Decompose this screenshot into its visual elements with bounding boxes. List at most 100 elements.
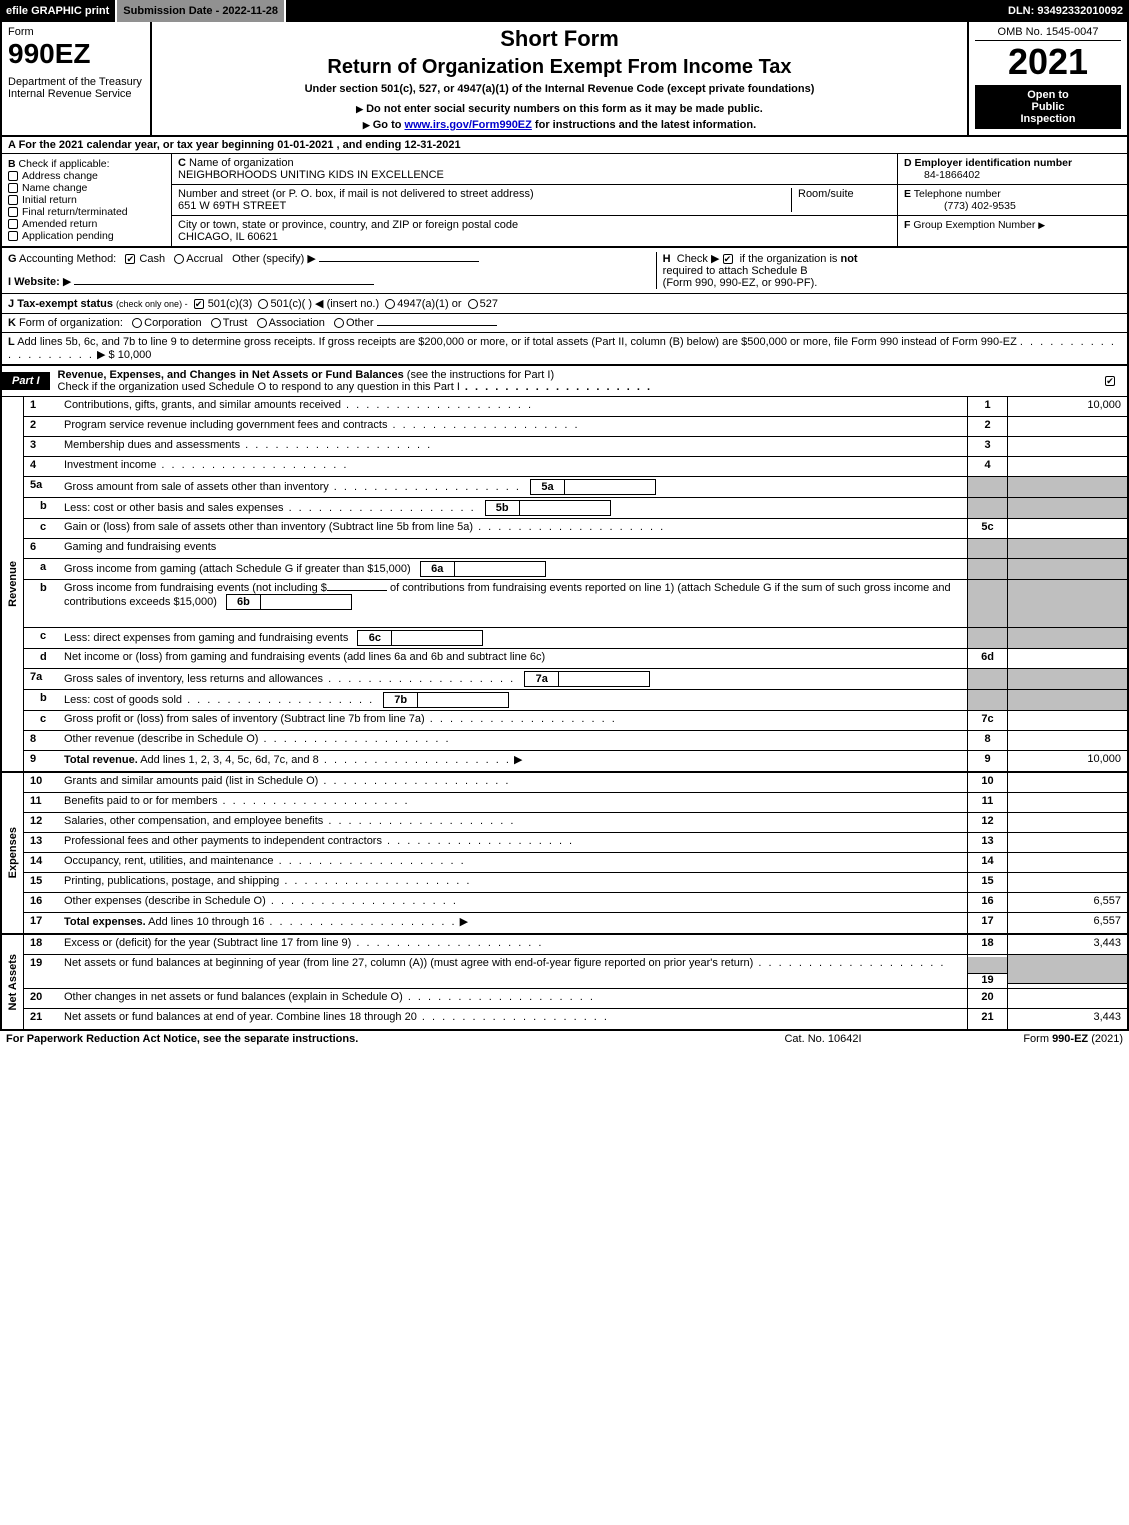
l7b-ibval (418, 693, 508, 707)
l19-val (1008, 983, 1127, 988)
l6b-num: b (24, 580, 64, 627)
l8-val (1007, 731, 1127, 750)
l17-desc-b: Total expenses. (64, 916, 146, 928)
l7a-ib: 7a (525, 672, 559, 686)
l17-desc: Add lines 10 through 16 (146, 916, 265, 928)
application-pending-checkbox[interactable] (8, 231, 18, 241)
l21-num: 21 (24, 1009, 64, 1029)
l4-col: 4 (967, 457, 1007, 476)
j-note: (check only one) - (116, 299, 188, 309)
g-text: Accounting Method: (19, 253, 116, 265)
l16-desc: Other expenses (describe in Schedule O) (64, 895, 266, 907)
footer-right: Form 990-EZ (2021) (923, 1033, 1123, 1045)
501c-radio[interactable] (258, 299, 268, 309)
l6b-ibval (261, 595, 351, 609)
h-text3: (Form 990, 990-EZ, or 990-PF). (663, 277, 818, 289)
corp-radio[interactable] (132, 318, 142, 328)
l6c-col (967, 628, 1007, 648)
section-bcdef: B Check if applicable: Address change Na… (0, 153, 1129, 248)
j-opt4: 527 (480, 298, 498, 310)
website-field[interactable] (74, 284, 374, 285)
other-specify-field[interactable] (319, 261, 479, 262)
l5a-ib: 5a (531, 480, 565, 494)
dept-irs: Internal Revenue Service (8, 88, 144, 100)
irs-link[interactable]: www.irs.gov/Form990EZ (405, 119, 532, 131)
l5a-val (1007, 477, 1127, 497)
l5a-desc: Gross amount from sale of assets other t… (64, 481, 329, 493)
h-post: if the organization is (740, 253, 841, 265)
initial-return-checkbox[interactable] (8, 195, 18, 205)
form-header: Form 990EZ Department of the Treasury In… (0, 22, 1129, 137)
l6c-val (1007, 628, 1127, 648)
room-label: Room/suite (798, 188, 854, 200)
cash-checkbox[interactable] (125, 254, 135, 264)
l3-desc: Membership dues and assessments (64, 439, 240, 451)
open-line3: Inspection (979, 113, 1117, 125)
l5c-num: c (24, 519, 64, 538)
527-radio[interactable] (468, 299, 478, 309)
l15-num: 15 (24, 873, 64, 892)
l11-desc: Benefits paid to or for members (64, 795, 217, 807)
l6a-val (1007, 559, 1127, 579)
amended-return-checkbox[interactable] (8, 219, 18, 229)
l6-desc: Gaming and fundraising events (64, 541, 216, 553)
l2-col: 2 (967, 417, 1007, 436)
dept-treasury: Department of the Treasury (8, 76, 144, 88)
l7a-col (967, 669, 1007, 689)
efile-label[interactable]: efile GRAPHIC print (0, 0, 117, 22)
l5c-desc: Gain or (loss) from sale of assets other… (64, 521, 473, 533)
row-j: J Tax-exempt status (check only one) - 5… (0, 294, 1129, 314)
address-change-checkbox[interactable] (8, 171, 18, 181)
part1-badge: Part I (2, 372, 50, 390)
final-return-checkbox[interactable] (8, 207, 18, 217)
l6b-desc1: Gross income from fundraising events (no… (64, 582, 327, 594)
l9-desc-b: Total revenue. (64, 754, 138, 766)
l13-num: 13 (24, 833, 64, 852)
h-checkbox[interactable] (723, 254, 733, 264)
l7b-col (967, 690, 1007, 710)
open-line2: Public (979, 101, 1117, 113)
l12-val (1007, 813, 1127, 832)
section-b: B Check if applicable: Address change Na… (2, 154, 172, 246)
part1-schedule-o-checkbox[interactable] (1105, 376, 1115, 386)
l5a-num: 5a (24, 477, 64, 497)
trust-radio[interactable] (211, 318, 221, 328)
l18-col: 18 (967, 935, 1007, 954)
l-amount: $ 10,000 (109, 349, 152, 361)
goto-post: for instructions and the latest informat… (532, 119, 756, 131)
accrual-radio[interactable] (174, 254, 184, 264)
k-other-field[interactable] (377, 325, 497, 326)
opt-final-return: Final return/terminated (22, 206, 128, 218)
assoc-radio[interactable] (257, 318, 267, 328)
l8-desc: Other revenue (describe in Schedule O) (64, 733, 258, 745)
l6d-num: d (24, 649, 64, 668)
other-radio[interactable] (334, 318, 344, 328)
city-value: CHICAGO, IL 60621 (178, 231, 278, 243)
k-other: Other (346, 317, 374, 329)
l6b-amount-field[interactable] (327, 590, 387, 591)
l9-val: 10,000 (1007, 751, 1127, 771)
cash-label: Cash (139, 253, 165, 265)
l9-num: 9 (24, 751, 64, 771)
l13-col: 13 (967, 833, 1007, 852)
l6a-ibval (455, 562, 545, 576)
l6c-desc: Less: direct expenses from gaming and fu… (64, 632, 348, 644)
4947-radio[interactable] (385, 299, 395, 309)
b-label: B (8, 158, 16, 170)
name-change-checkbox[interactable] (8, 183, 18, 193)
l11-val (1007, 793, 1127, 812)
line-a-period: A For the 2021 calendar year, or tax yea… (0, 137, 1129, 153)
l13-desc: Professional fees and other payments to … (64, 835, 382, 847)
l17-col: 17 (967, 913, 1007, 933)
d-text: Employer identification number (915, 157, 1073, 169)
j-opt2-note: (insert no.) (327, 298, 380, 310)
opt-initial-return: Initial return (22, 194, 77, 206)
501c3-checkbox[interactable] (194, 299, 204, 309)
l20-col: 20 (967, 989, 1007, 1008)
page-footer: For Paperwork Reduction Act Notice, see … (0, 1031, 1129, 1047)
form-title: Return of Organization Exempt From Incom… (158, 56, 961, 79)
l15-desc: Printing, publications, postage, and shi… (64, 875, 279, 887)
l2-desc: Program service revenue including govern… (64, 419, 387, 431)
omb-number: OMB No. 1545-0047 (975, 26, 1121, 41)
part1-title-note: (see the instructions for Part I) (407, 369, 554, 381)
